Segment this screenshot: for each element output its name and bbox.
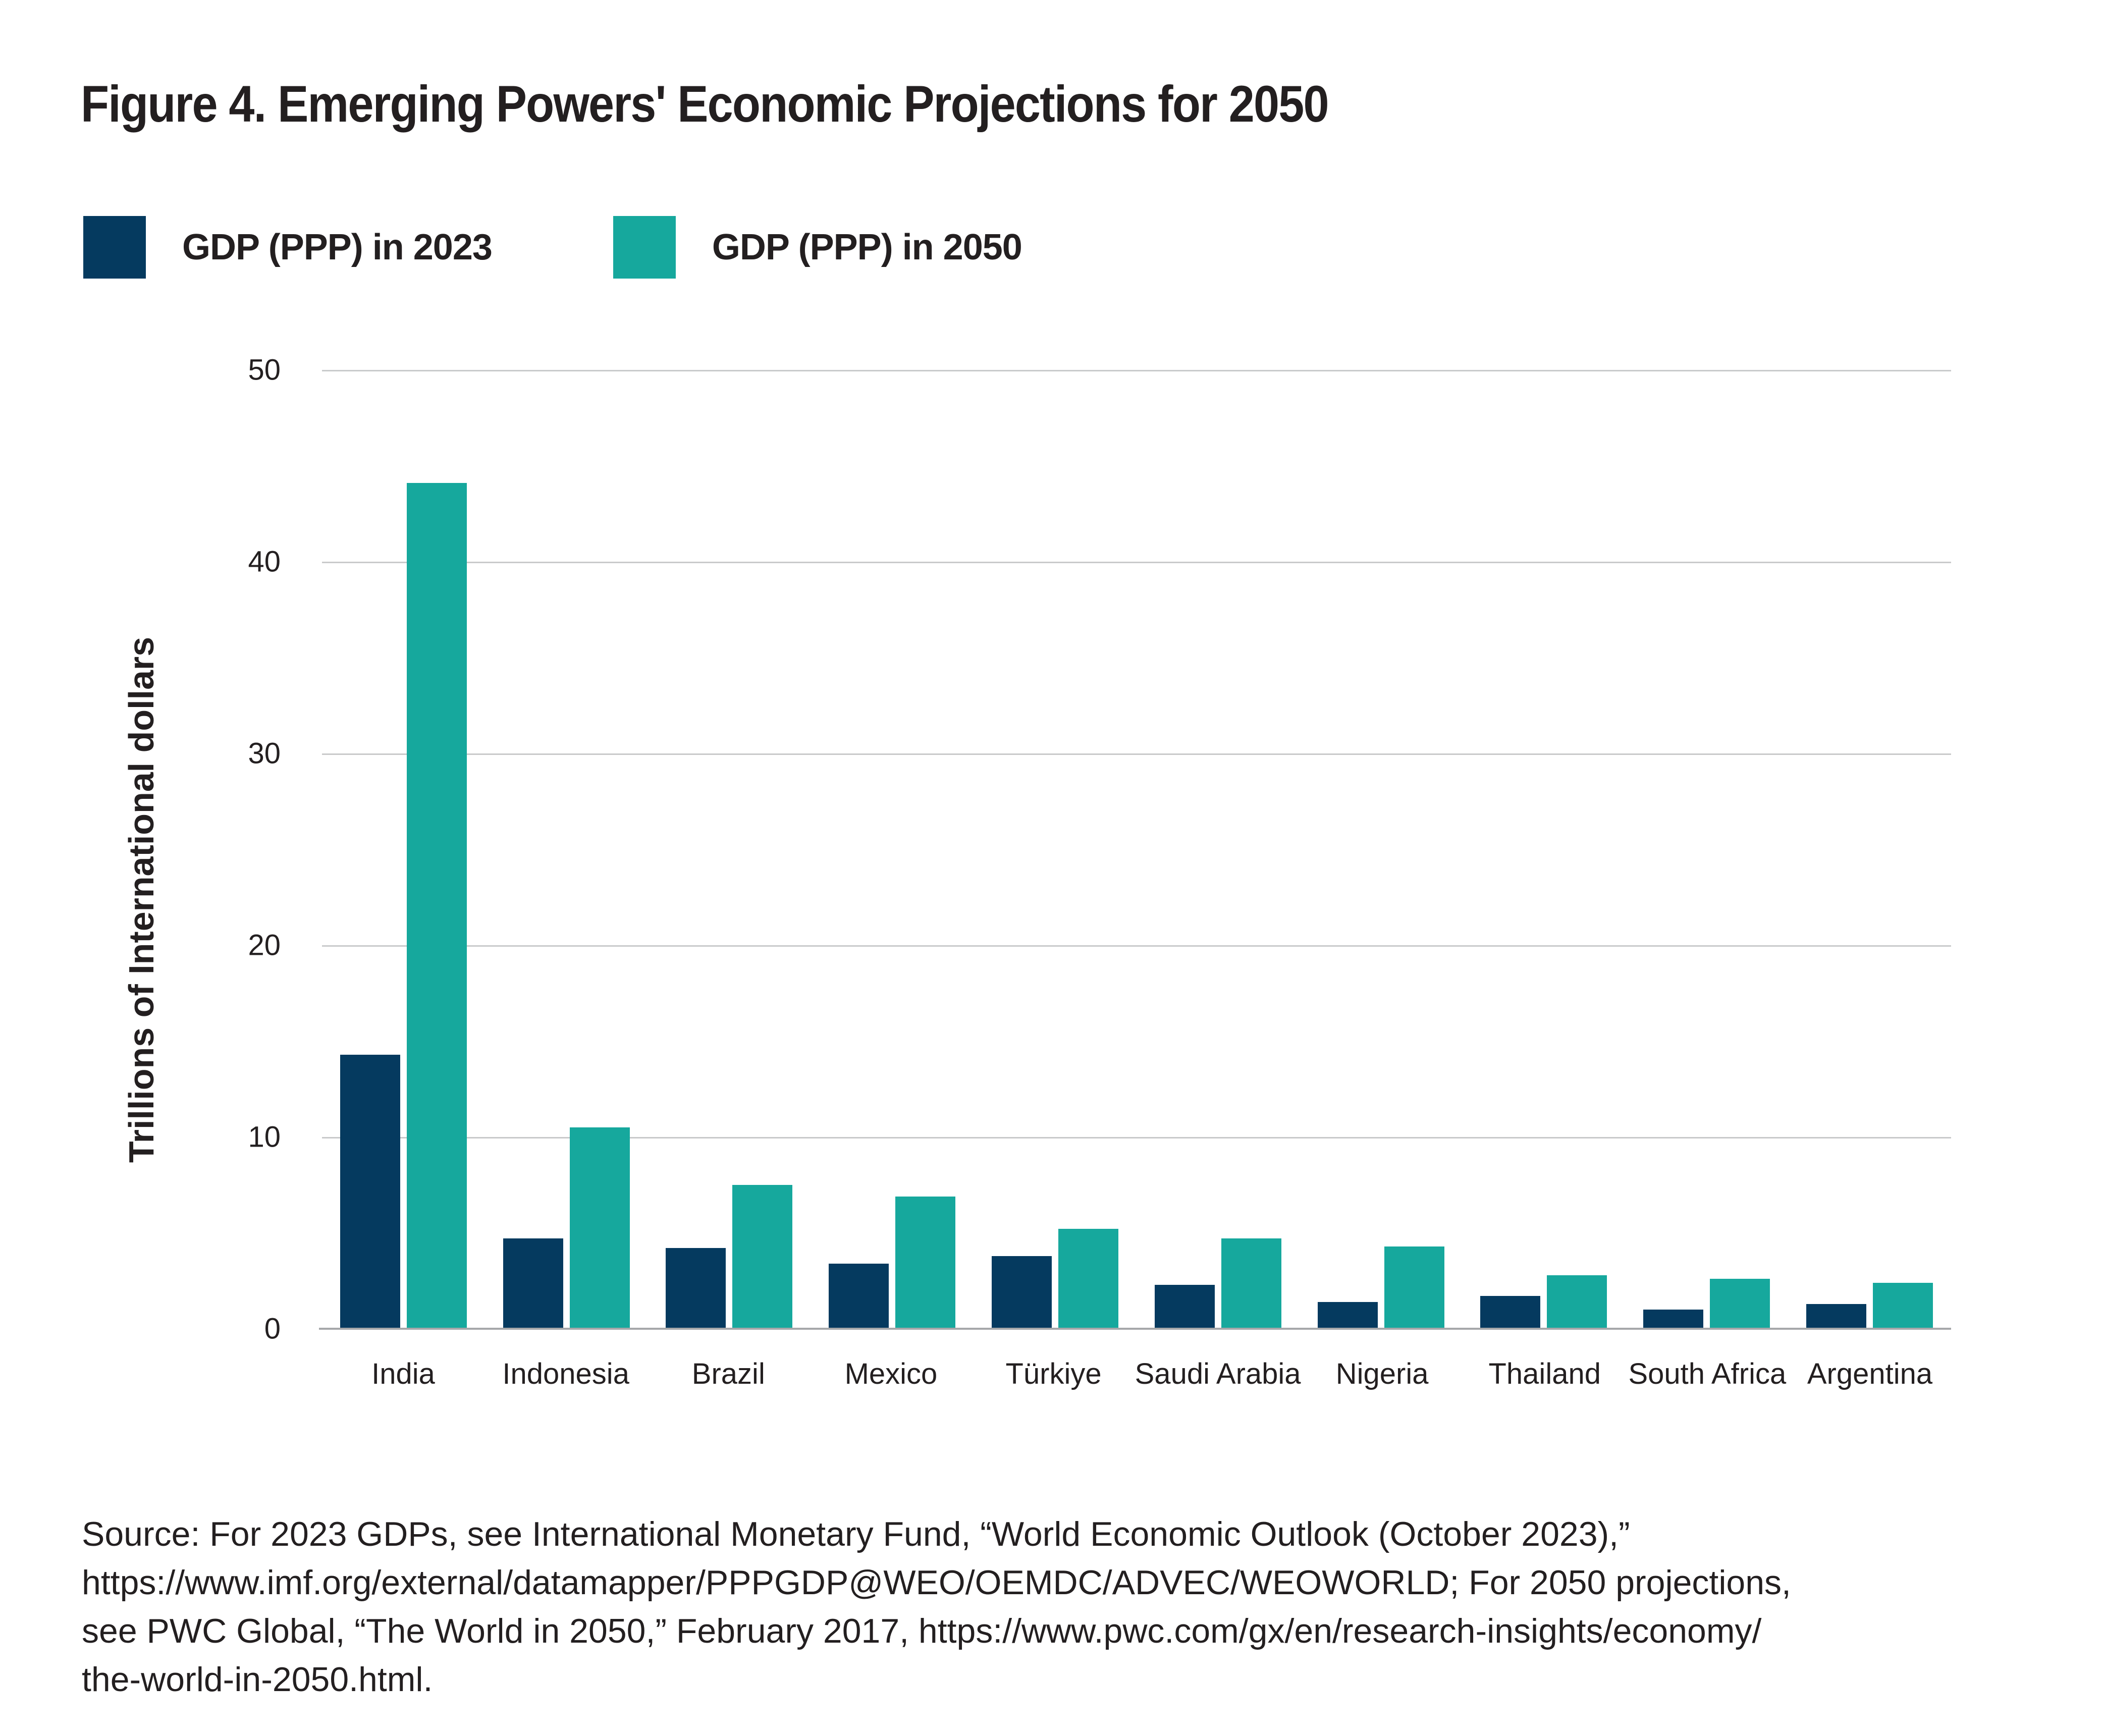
- bar-2023-argentina: [1806, 1304, 1867, 1329]
- bar-2050-argentina: [1873, 1282, 1933, 1329]
- source-line-3: see PWC Global, “The World in 2050,” Feb…: [82, 1612, 1762, 1650]
- bar-2050-south-africa: [1710, 1279, 1770, 1329]
- legend-item-gdp-ppp-in-2050: GDP (PPP) in 2050: [613, 216, 1022, 279]
- y-tick-label-10: 10: [248, 1120, 281, 1154]
- legend-swatch-icon: [613, 216, 676, 279]
- category-label-indonesia: Indonesia: [502, 1358, 629, 1390]
- bar-2050-brazil: [732, 1185, 793, 1329]
- category-label-brazil: Brazil: [691, 1358, 765, 1390]
- category-label-south-africa: South Africa: [1628, 1358, 1787, 1390]
- legend-swatch-icon: [83, 216, 146, 279]
- y-tick-label-20: 20: [248, 929, 281, 962]
- y-tick-label-50: 50: [248, 353, 281, 387]
- bar-2023-india: [340, 1054, 400, 1329]
- bar-group-thailand: [1463, 370, 1626, 1329]
- category-label-mexico: Mexico: [844, 1358, 938, 1390]
- legend: GDP (PPP) in 2023 GDP (PPP) in 2050: [83, 216, 1022, 279]
- legend-item-label: GDP (PPP) in 2023: [182, 227, 493, 267]
- bar-2023-mexico: [829, 1263, 889, 1329]
- bar-2023-brazil: [666, 1248, 726, 1329]
- bar-2023-south-africa: [1643, 1310, 1704, 1329]
- category-label-thailand: Thailand: [1488, 1358, 1601, 1390]
- gridline-40: [322, 562, 1951, 563]
- y-tick-label-30: 30: [248, 737, 281, 770]
- bar-group-indonesia: [485, 370, 648, 1329]
- bar-2050-indonesia: [569, 1127, 630, 1329]
- bar-group-india: [322, 370, 485, 1329]
- bar-group-south-africa: [1625, 370, 1788, 1329]
- plot-area: 50 40 30 20 10 0 India Indonesia Brazil Mexico Tü…: [248, 354, 1951, 1390]
- bar-2050-t-rkiye: [1058, 1229, 1119, 1329]
- category-axis-labels: India Indonesia Brazil Mexico Türkiye Saudi A…: [322, 1357, 1951, 1391]
- source-note: Source: For 2023 GDPs, see International…: [82, 1510, 2020, 1704]
- legend-item-gdp-ppp-in-2023: GDP (PPP) in 2023: [83, 216, 493, 279]
- bar-2023-thailand: [1480, 1296, 1541, 1329]
- bar-2050-nigeria: [1384, 1246, 1444, 1329]
- bar-2050-thailand: [1547, 1275, 1607, 1329]
- bar-2023-indonesia: [503, 1238, 563, 1329]
- category-label-india: India: [371, 1358, 435, 1390]
- bar-group-saudi-arabia: [1137, 370, 1300, 1329]
- bar-group-mexico: [811, 370, 974, 1329]
- x-axis-line: [319, 1328, 1951, 1330]
- bar-2050-india: [406, 483, 467, 1329]
- source-line-4: the-world-in-2050.html.: [82, 1660, 433, 1699]
- figure-title: Figure 4. Emerging Powers' Economic Proj…: [81, 75, 1329, 133]
- bar-2023-t-rkiye: [992, 1256, 1052, 1329]
- legend-item-label: GDP (PPP) in 2050: [712, 227, 1022, 267]
- gridline-10: [322, 1137, 1951, 1138]
- bar-group-argentina: [1788, 370, 1951, 1329]
- y-tick-label-40: 40: [248, 545, 281, 578]
- category-label-nigeria: Nigeria: [1335, 1358, 1429, 1390]
- gridline-30: [322, 753, 1951, 755]
- bar-group-nigeria: [1300, 370, 1463, 1329]
- source-line-2: https://www.imf.org/external/datamapper/…: [82, 1563, 1791, 1602]
- category-label-saudi-arabia: Saudi Arabia: [1135, 1358, 1301, 1390]
- gridline-20: [322, 945, 1951, 947]
- bars-layer: [322, 370, 1951, 1329]
- bar-2050-saudi-arabia: [1221, 1238, 1281, 1329]
- y-tick-label-0: 0: [264, 1312, 281, 1345]
- source-line-1: Source: For 2023 GDPs, see International…: [82, 1515, 1630, 1553]
- bar-2050-mexico: [895, 1196, 956, 1329]
- category-label-t-rkiye: Türkiye: [1005, 1358, 1102, 1390]
- y-axis-title: Trillions of International dollars: [122, 636, 161, 1163]
- bar-2023-nigeria: [1317, 1301, 1378, 1329]
- bar-2023-saudi-arabia: [1154, 1284, 1215, 1329]
- bar-group-t-rkiye: [974, 370, 1137, 1329]
- category-label-argentina: Argentina: [1807, 1358, 1933, 1390]
- bar-group-brazil: [648, 370, 811, 1329]
- gridline-50: [322, 370, 1951, 371]
